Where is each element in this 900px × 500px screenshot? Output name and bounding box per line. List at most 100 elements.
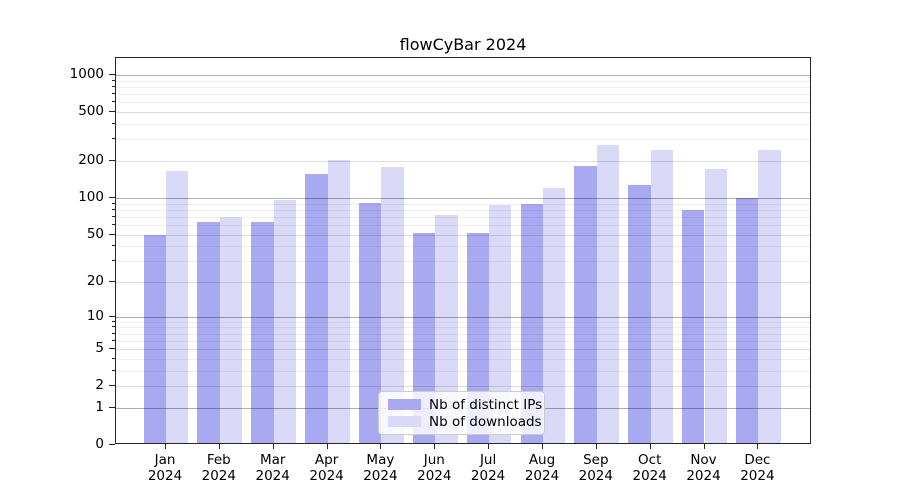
bar-downloads-jun — [435, 214, 458, 443]
x-tick-label-aug: Aug 2024 — [524, 452, 560, 484]
bar-distinct-ips-jan — [143, 234, 166, 443]
y-minor-tick-40 — [112, 245, 115, 247]
legend-item-distinct-ips: Nb of distinct IPs — [388, 397, 542, 413]
x-tick-label-feb: Feb 2024 — [201, 452, 236, 484]
y-tick-label-0: 0 — [95, 436, 104, 452]
y-tick-0 — [109, 444, 115, 445]
gridline-600 — [116, 102, 810, 104]
y-minor-tick-800 — [112, 86, 115, 87]
bar-downloads-sep — [596, 145, 620, 443]
gridline-800 — [116, 87, 810, 88]
x-tick-label-nov: Nov 2024 — [686, 452, 721, 484]
x-tick-aug — [542, 444, 543, 449]
bar-downloads-may — [381, 167, 404, 443]
y-minor-tick-9 — [112, 320, 115, 322]
y-tick-5 — [109, 348, 115, 350]
legend-item-downloads: Nb of downloads — [388, 414, 542, 430]
y-minor-tick-80 — [112, 208, 115, 210]
y-tick-label-1000: 1000 — [69, 66, 104, 82]
x-tick-label-dec: Dec 2024 — [740, 452, 775, 484]
y-tick-500 — [109, 111, 115, 113]
bar-downloads-jul — [489, 205, 512, 443]
bar-distinct-ips-jun — [412, 232, 436, 443]
y-minor-tick-90 — [112, 202, 115, 204]
bar-distinct-ips-aug — [520, 203, 543, 443]
legend-label-downloads: Nb of downloads — [429, 413, 542, 430]
bar-downloads-dec — [758, 150, 781, 443]
x-tick-dec — [757, 444, 759, 449]
y-minor-tick-8 — [112, 326, 115, 328]
y-tick-1000 — [109, 74, 115, 75]
y-tick-label-20: 20 — [86, 273, 104, 289]
y-tick-50 — [109, 233, 115, 235]
y-tick-label-200: 200 — [78, 152, 104, 168]
y-tick-label-5: 5 — [95, 340, 104, 357]
bar-distinct-ips-dec — [736, 198, 759, 443]
y-tick-label-10: 10 — [86, 307, 104, 324]
x-tick-label-apr: Apr 2024 — [309, 452, 344, 484]
bar-distinct-ips-jul — [466, 232, 490, 443]
x-tick-label-jul: Jul 2024 — [470, 452, 506, 484]
x-tick-nov — [703, 444, 705, 449]
gridline-500 — [116, 112, 810, 114]
x-tick-may — [380, 444, 382, 449]
x-tick-feb — [218, 444, 220, 449]
y-minor-tick-60 — [112, 223, 115, 225]
y-minor-tick-400 — [112, 123, 115, 124]
gridline-900 — [116, 80, 810, 82]
bar-distinct-ips-sep — [574, 166, 597, 443]
bar-downloads-apr — [327, 160, 350, 443]
y-tick-label-2: 2 — [95, 377, 104, 394]
x-tick-oct — [649, 444, 651, 449]
y-minor-tick-700 — [112, 93, 115, 95]
y-tick-label-1: 1 — [95, 398, 104, 415]
legend-swatch-distinct-ips — [388, 399, 421, 410]
y-tick-10 — [109, 315, 115, 317]
y-minor-tick-3 — [112, 369, 115, 371]
x-tick-jun — [434, 444, 436, 449]
y-minor-tick-70 — [112, 215, 115, 217]
x-tick-label-oct: Oct 2024 — [632, 452, 667, 484]
x-tick-jul — [488, 444, 490, 449]
y-tick-20 — [109, 281, 115, 282]
x-tick-sep — [595, 444, 597, 449]
x-tick-mar — [272, 444, 274, 449]
bar-distinct-ips-may — [359, 203, 382, 443]
x-tick-label-may: May 2024 — [363, 452, 398, 484]
y-tick-label-50: 50 — [86, 225, 104, 242]
x-tick-label-jun: Jun 2024 — [417, 452, 452, 484]
legend: Nb of distinct IPs Nb of downloads — [378, 391, 545, 435]
y-tick-1 — [109, 406, 115, 408]
bar-distinct-ips-mar — [251, 222, 274, 443]
y-minor-tick-6 — [112, 339, 115, 341]
y-tick-label-500: 500 — [78, 103, 104, 120]
bar-distinct-ips-nov — [682, 209, 705, 443]
y-minor-tick-7 — [112, 332, 115, 334]
y-tick-200 — [109, 160, 115, 161]
legend-label-distinct-ips: Nb of distinct IPs — [429, 396, 543, 413]
bar-downloads-nov — [704, 169, 727, 443]
bar-downloads-aug — [542, 188, 566, 443]
bar-downloads-mar — [273, 199, 297, 443]
gridline-200 — [116, 161, 810, 162]
y-minor-tick-900 — [112, 79, 115, 81]
y-minor-tick-4 — [112, 357, 115, 359]
y-tick-label-100: 100 — [78, 188, 104, 205]
y-tick-2 — [109, 385, 115, 387]
gridline-700 — [116, 94, 810, 96]
gridline-300 — [116, 139, 810, 141]
chart-title: flowCyBar 2024 — [399, 35, 527, 54]
legend-swatch-downloads — [388, 416, 421, 427]
gridline-400 — [116, 124, 810, 125]
bar-distinct-ips-apr — [305, 174, 328, 443]
x-tick-apr — [326, 444, 328, 449]
bar-downloads-oct — [650, 149, 674, 443]
bar-downloads-jan — [166, 170, 189, 443]
gridline-1000 — [116, 75, 810, 76]
y-tick-100 — [109, 196, 115, 198]
x-tick-label-mar: Mar 2024 — [255, 452, 290, 484]
bar-distinct-ips-feb — [197, 222, 220, 443]
y-minor-tick-30 — [112, 260, 115, 262]
x-tick-label-jan: Jan 2024 — [147, 452, 183, 484]
